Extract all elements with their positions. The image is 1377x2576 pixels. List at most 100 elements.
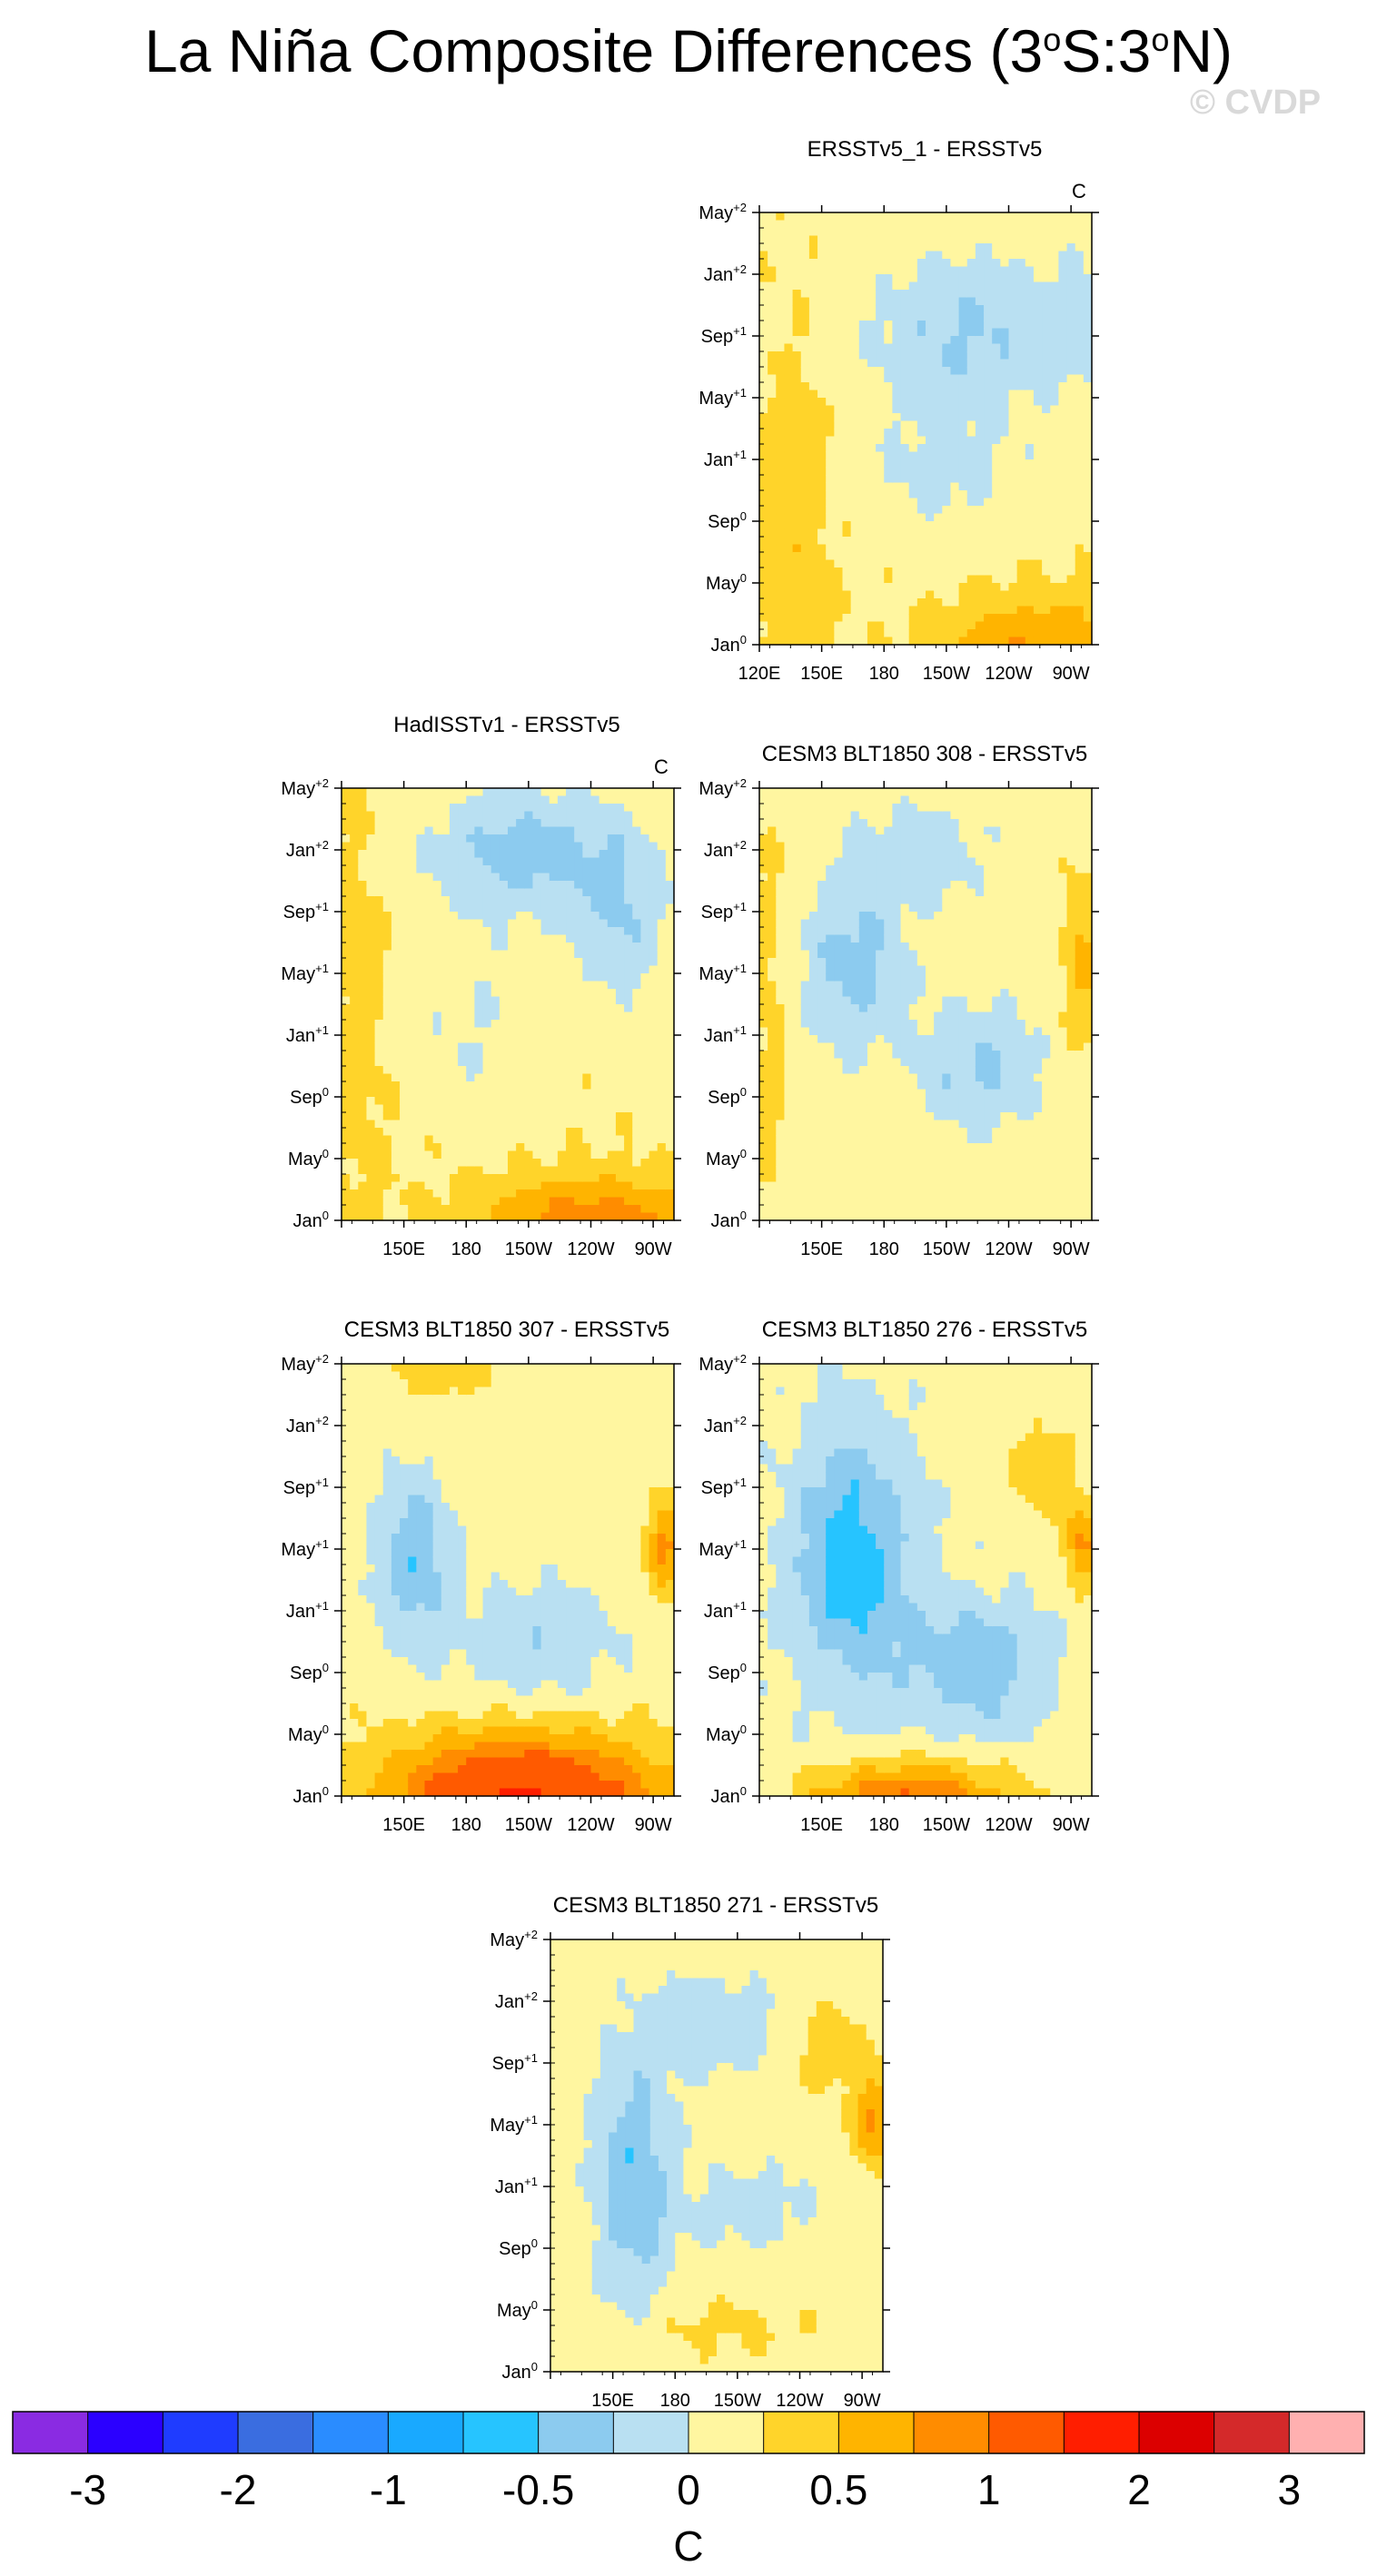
heatmap-cell bbox=[1066, 312, 1076, 321]
heatmap-cell bbox=[858, 459, 868, 469]
heatmap-cell bbox=[792, 1027, 802, 1036]
heatmap-cell bbox=[524, 996, 534, 1005]
heatmap-cell bbox=[391, 873, 401, 882]
heatmap-cell bbox=[382, 881, 392, 890]
heatmap-cell bbox=[817, 359, 827, 368]
heatmap-cell bbox=[800, 1004, 810, 1013]
heatmap-cell bbox=[850, 436, 860, 445]
heatmap-cell bbox=[876, 367, 885, 376]
heatmap-cell bbox=[566, 912, 575, 921]
heatmap-cell bbox=[759, 459, 768, 469]
heatmap-cell bbox=[784, 943, 794, 952]
heatmap-cell bbox=[808, 436, 818, 445]
heatmap-cell bbox=[817, 312, 827, 321]
heatmap-cell bbox=[532, 896, 542, 905]
heatmap-cell bbox=[892, 537, 902, 546]
heatmap-cell bbox=[374, 1128, 384, 1137]
heatmap-cell bbox=[615, 865, 625, 874]
heatmap-cell bbox=[366, 919, 376, 928]
heatmap-cell bbox=[342, 1081, 351, 1091]
heatmap-cell bbox=[1066, 212, 1076, 222]
heatmap-cell bbox=[508, 934, 517, 943]
heatmap-cell bbox=[958, 321, 968, 330]
heatmap-cell bbox=[1083, 305, 1093, 314]
heatmap-cell bbox=[366, 996, 376, 1005]
heatmap-cell bbox=[449, 896, 459, 905]
heatmap-cell bbox=[657, 1035, 667, 1044]
heatmap-cell bbox=[1066, 559, 1076, 568]
heatmap-cell bbox=[784, 575, 794, 584]
heatmap-cell bbox=[540, 1135, 550, 1144]
heatmap-cell bbox=[950, 367, 960, 376]
heatmap-cell bbox=[632, 1174, 641, 1183]
heatmap-cell bbox=[808, 498, 818, 507]
heatmap-cell bbox=[632, 811, 641, 820]
heatmap-cell bbox=[590, 1012, 600, 1021]
heatmap-cell bbox=[1042, 544, 1051, 553]
heatmap-cell bbox=[508, 1081, 517, 1091]
heatmap-cell bbox=[817, 568, 827, 577]
heatmap-cell bbox=[784, 919, 794, 928]
heatmap-cell bbox=[466, 1035, 475, 1044]
heatmap-cell bbox=[759, 950, 768, 959]
heatmap-cell bbox=[926, 281, 935, 291]
heatmap-cell bbox=[800, 305, 810, 314]
heatmap-cell bbox=[374, 788, 384, 797]
heatmap-cell bbox=[490, 903, 500, 913]
heatmap-cell bbox=[607, 1159, 617, 1168]
heatmap-cell bbox=[800, 621, 810, 630]
heatmap-cell bbox=[516, 919, 525, 928]
heatmap-cell bbox=[900, 266, 910, 275]
heatmap-cell bbox=[632, 842, 641, 851]
heatmap-cell bbox=[549, 1197, 559, 1206]
heatmap-cell bbox=[768, 490, 777, 499]
heatmap-cell bbox=[350, 934, 359, 943]
heatmap-cell bbox=[1016, 281, 1026, 291]
heatmap-cell bbox=[424, 1212, 434, 1221]
heatmap-cell bbox=[842, 436, 852, 445]
heatmap-cell bbox=[876, 351, 885, 360]
heatmap-cell bbox=[884, 228, 893, 237]
heatmap-cell bbox=[566, 958, 575, 967]
heatmap-cell bbox=[776, 896, 786, 905]
heatmap-cell bbox=[768, 1197, 777, 1206]
heatmap-cell bbox=[808, 459, 818, 469]
heatmap-cell bbox=[1058, 266, 1068, 275]
heatmap-cell bbox=[926, 212, 935, 222]
heatmap-cell bbox=[408, 1159, 417, 1168]
heatmap-cell bbox=[759, 367, 768, 376]
heatmap-cell bbox=[582, 788, 592, 797]
heatmap-cell bbox=[391, 1159, 401, 1168]
heatmap-cell bbox=[1033, 621, 1043, 630]
heatmap-cell bbox=[416, 1120, 426, 1129]
heatmap-cell bbox=[1000, 281, 1010, 291]
heatmap-cell bbox=[850, 336, 860, 345]
heatmap-cell bbox=[1083, 482, 1093, 491]
heatmap-cell bbox=[382, 934, 392, 943]
heatmap-cell bbox=[759, 598, 768, 607]
heatmap-cell bbox=[808, 552, 818, 561]
heatmap-cell bbox=[784, 896, 794, 905]
heatmap-cell bbox=[532, 1197, 542, 1206]
heatmap-cell bbox=[482, 950, 492, 959]
heatmap-cell bbox=[867, 312, 877, 321]
heatmap-cell bbox=[665, 1181, 675, 1190]
heatmap-cell bbox=[908, 590, 918, 599]
heatmap-cell bbox=[1066, 405, 1076, 414]
heatmap-cell bbox=[549, 1012, 559, 1021]
heatmap-cell bbox=[867, 405, 877, 414]
heatmap-cell bbox=[776, 1097, 786, 1106]
heatmap-cell bbox=[776, 934, 786, 943]
heatmap-cell bbox=[926, 528, 935, 538]
heatmap-cell bbox=[792, 590, 802, 599]
heatmap-cell bbox=[776, 1035, 786, 1044]
heatmap-cell bbox=[582, 1051, 592, 1060]
heatmap-cell bbox=[834, 621, 844, 630]
heatmap-cell bbox=[992, 583, 1001, 592]
heatmap-cell bbox=[408, 1012, 417, 1021]
heatmap-cell bbox=[508, 865, 517, 874]
heatmap-cell bbox=[441, 1004, 451, 1013]
heatmap-cell bbox=[1075, 343, 1085, 352]
heatmap-cell bbox=[892, 498, 902, 507]
heatmap-cell bbox=[499, 865, 509, 874]
